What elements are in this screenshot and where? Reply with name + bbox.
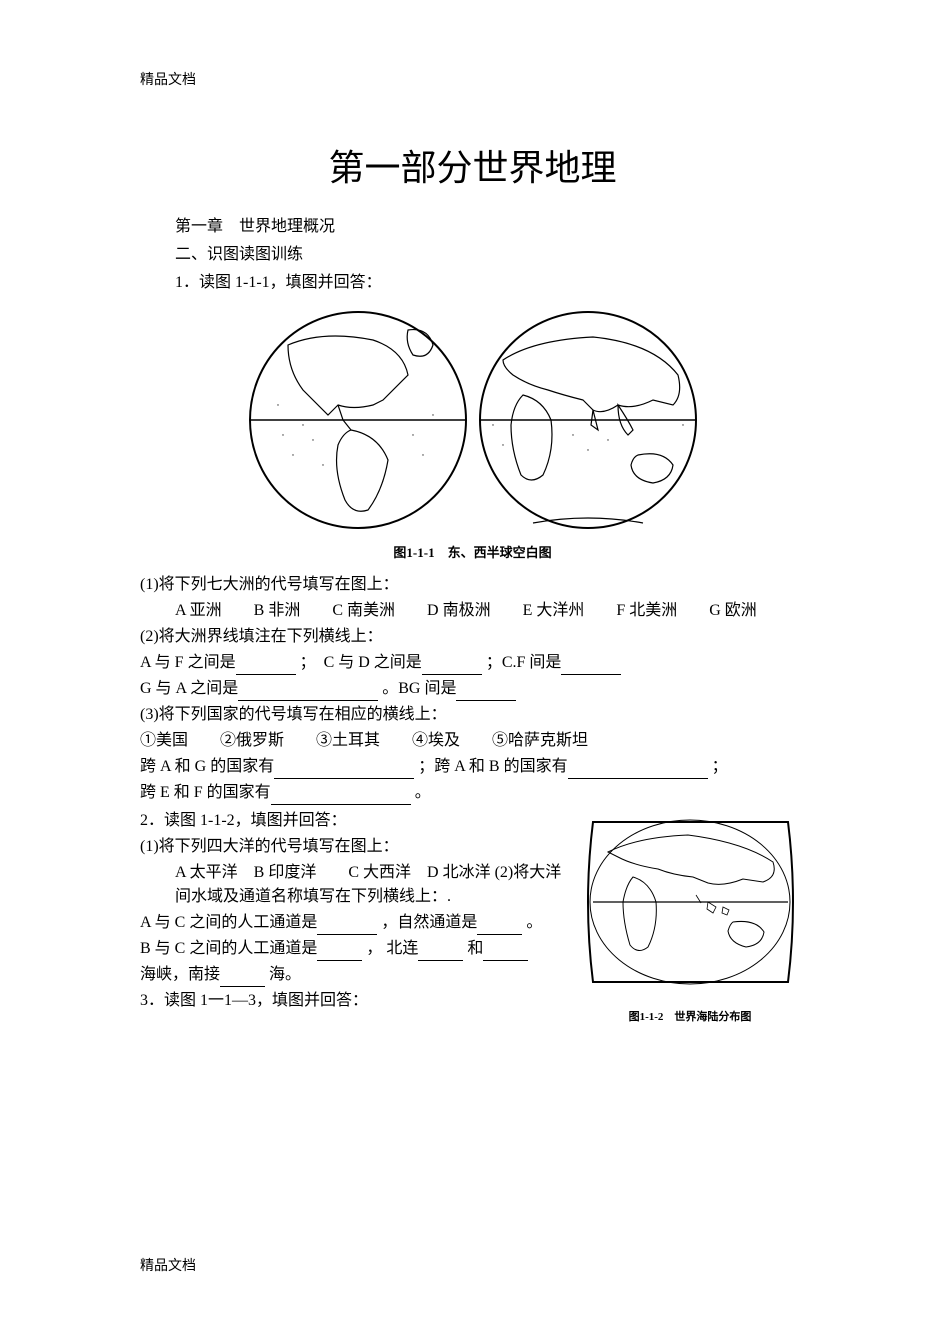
q1-line4: 跨 E 和 F 的国家有 。 [140,781,805,805]
blank [271,787,411,805]
header-note: 精品文档 [140,70,805,91]
q1-p2: (2)将大洲界线填注在下列横线上： [140,625,805,649]
q1-p3: (3)将下列国家的代号填写在相应的横线上： [140,703,805,727]
text: 。 [526,914,542,931]
section-label: 二、识图读图训练 [175,243,805,267]
world-oceans-svg [578,807,803,997]
blank [483,943,528,961]
text: ， 北连 [366,940,418,957]
text: ，自然通道是 [381,914,477,931]
text: A 与 C 之间的人工通道是 [140,914,317,931]
blank [477,917,522,935]
q1-intro: 1．读图 1-1-1，填图并回答： [175,271,805,295]
blank [317,917,377,935]
text: B 与 C 之间的人工通道是 [140,940,317,957]
chapter-heading: 第一章 世界地理概况 [175,215,805,239]
figure-1-1-2: 图1-1-2 世界海陆分布图 [575,807,805,1026]
blank [236,657,296,675]
blank [418,943,463,961]
blank [317,943,362,961]
q1-line3: 跨 A 和 G 的国家有 ；跨 A 和 B 的国家有 ； [140,755,805,779]
hemisphere-map-svg [233,305,713,535]
text: 海峡，南接 [140,966,220,983]
q1-countries: ①美国 ②俄罗斯 ③土耳其 ④埃及 ⑤哈萨克斯坦 [140,729,805,753]
blank [568,761,708,779]
q1-line1: A 与 F 之间是 ； C 与 D 之间是 ；C.F 间是 [140,651,805,675]
blank [238,683,378,701]
figure-1-1-2-caption: 图1-1-2 世界海陆分布图 [575,1009,805,1026]
footer-note: 精品文档 [140,1256,196,1277]
blank [456,683,516,701]
blank [422,657,482,675]
text: 跨 A 和 G 的国家有 [140,758,274,775]
blank [220,969,265,987]
q1-options: A 亚洲 B 非洲 C 南美洲 D 南极洲 E 大洋州 F 北美洲 G 欧洲 [175,599,805,623]
text: 跨 E 和 F 的国家有 [140,784,271,801]
blank [274,761,414,779]
text: A 与 F 之间是 [140,654,236,671]
figure-1-1-1-caption: 图1-1-1 东、西半球空白图 [140,543,805,563]
main-title: 第一部分世界地理 [140,141,805,195]
text: ； [712,758,728,775]
text: 和 [467,940,483,957]
q1-p1: (1)将下列七大洲的代号填写在图上： [140,573,805,597]
figure-1-1-1: 图1-1-1 东、西半球空白图 [140,305,805,563]
text: 。BG 间是 [382,680,456,697]
text: G 与 A 之间是 [140,680,238,697]
text: ； C 与 D 之间是 [300,654,422,671]
blank [561,657,621,675]
q1-line2: G 与 A 之间是 。BG 间是 [140,677,805,701]
text: ；C.F 间是 [486,654,562,671]
text: ；跨 A 和 B 的国家有 [418,758,567,775]
text: 。 [415,784,431,801]
text: 海。 [269,966,301,983]
